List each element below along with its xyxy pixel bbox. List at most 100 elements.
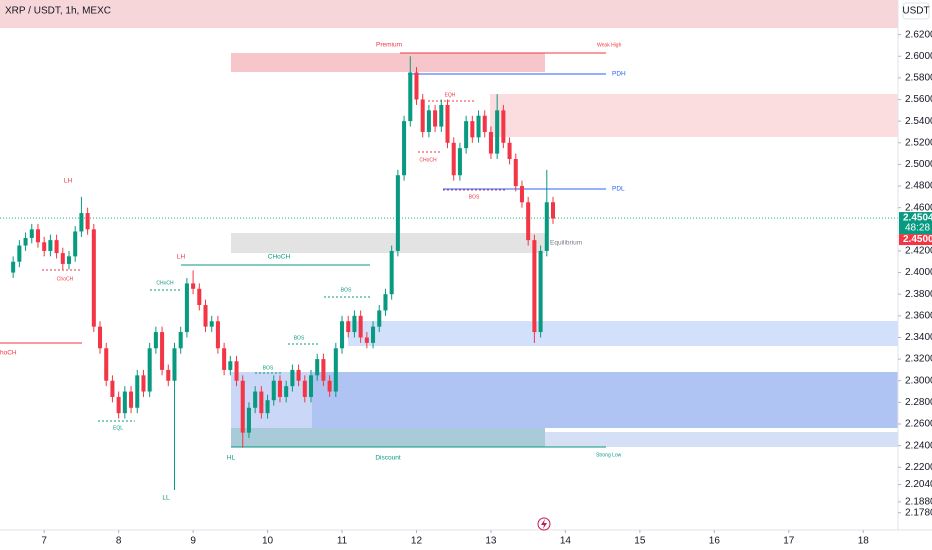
candle-body: [333, 348, 338, 392]
candle-body: [352, 315, 357, 333]
annotation: LH: [64, 178, 73, 185]
candle-body: [371, 326, 376, 343]
candle-body: [538, 250, 543, 333]
supply-zone: [490, 94, 898, 137]
candle-body: [153, 332, 158, 349]
y-tick-label: 2.6000: [905, 51, 932, 62]
annotation: Discount: [375, 455, 400, 462]
candle-body: [79, 213, 84, 232]
annotation: CHoCH: [419, 157, 437, 163]
candle-body: [464, 121, 469, 149]
y-tick-label: 2.3800: [905, 289, 932, 300]
candle-body: [532, 240, 537, 333]
x-tick-label: 17: [783, 536, 795, 547]
last-price-label: 2.4504: [903, 213, 932, 224]
discount-zone-ext: [545, 432, 898, 447]
candle-body: [35, 229, 40, 243]
candle-body: [184, 283, 189, 333]
candle-body: [389, 250, 394, 295]
candle-body: [48, 240, 53, 251]
currency-button[interactable]: [902, 2, 930, 20]
annotation: Weak High: [597, 42, 622, 48]
annotation: CHoCH: [268, 254, 291, 261]
candle-body: [470, 121, 475, 138]
candle-body: [197, 288, 202, 306]
candle-body: [327, 380, 332, 392]
y-tick-label: 2.2400: [905, 440, 932, 451]
candle-body: [191, 283, 196, 289]
candle-body: [340, 321, 345, 349]
candle-body: [116, 396, 121, 414]
candle-body: [60, 253, 65, 264]
candle-body: [476, 115, 481, 138]
annotation: Strong Low: [596, 452, 622, 458]
candle-body: [160, 332, 165, 370]
countdown-label: 48:28: [905, 223, 930, 234]
candle-body: [129, 391, 134, 408]
candle-body: [501, 110, 506, 143]
candle-body: [246, 407, 251, 433]
candle-body: [414, 72, 419, 100]
annotation: PDL: [612, 186, 625, 193]
discount-zone: [231, 428, 545, 447]
candle-body: [482, 115, 487, 132]
candle-body: [408, 72, 413, 122]
candle-body: [11, 261, 16, 273]
annotation: ChoCH: [57, 276, 74, 282]
annotation: CHoCH: [156, 280, 174, 286]
candle-body: [284, 386, 289, 397]
equilibrium-zone: [231, 233, 545, 253]
candle-body: [203, 305, 208, 327]
candle-body: [433, 110, 438, 127]
candle-body: [296, 369, 301, 381]
candle-body: [445, 104, 450, 143]
candle-body: [110, 380, 115, 397]
candle-body: [308, 375, 314, 397]
annotation: Premium: [376, 42, 402, 49]
y-tick-label: 2.4200: [905, 246, 932, 257]
y-tick-label: 2.3200: [905, 354, 932, 365]
candle-body: [253, 391, 258, 408]
candle-body: [259, 391, 264, 414]
annotation: Equilibrium: [550, 240, 582, 247]
alert-bolt: [541, 519, 547, 529]
candle-body: [166, 369, 171, 381]
y-tick-label: 2.4800: [905, 181, 932, 192]
candle-body: [395, 175, 400, 251]
x-tick-label: 14: [560, 536, 572, 547]
candle-body: [91, 229, 96, 327]
currency-label: USDT: [902, 6, 929, 17]
candle-body: [544, 202, 549, 251]
y-tick-label: 2.5000: [905, 159, 932, 170]
x-tick-label: 11: [337, 536, 348, 547]
x-tick-label: 13: [485, 536, 497, 547]
candle-body: [73, 231, 78, 257]
candle-body: [451, 142, 456, 176]
y-tick-label: 2.4600: [905, 202, 932, 213]
y-tick-label: 2.1780: [905, 507, 932, 518]
annotation: hoCH: [0, 350, 17, 357]
candle-body: [222, 348, 227, 370]
y-tick-label: 2.3000: [905, 375, 932, 386]
annotation: BOS: [469, 194, 480, 200]
candle-body: [271, 380, 276, 401]
x-tick-label: 7: [41, 536, 47, 547]
candle-body: [141, 375, 146, 392]
candle-body: [147, 348, 152, 392]
candle-body: [178, 332, 183, 349]
y-tick-label: 2.4000: [905, 267, 932, 278]
annotation: EQL: [113, 425, 123, 431]
y-tick-label: 2.2800: [905, 397, 932, 408]
x-tick-label: 16: [709, 536, 721, 547]
candle-body: [420, 99, 425, 132]
candle-body: [228, 361, 233, 370]
candle-body: [315, 359, 320, 376]
candle-body: [377, 310, 382, 327]
annotation: LH: [177, 254, 186, 261]
y-tick-label: 2.5600: [905, 94, 932, 105]
candle-body: [346, 321, 351, 333]
y-tick-label: 2.5800: [905, 73, 932, 84]
candle-body: [209, 321, 214, 327]
last-price-tag: [899, 212, 932, 235]
